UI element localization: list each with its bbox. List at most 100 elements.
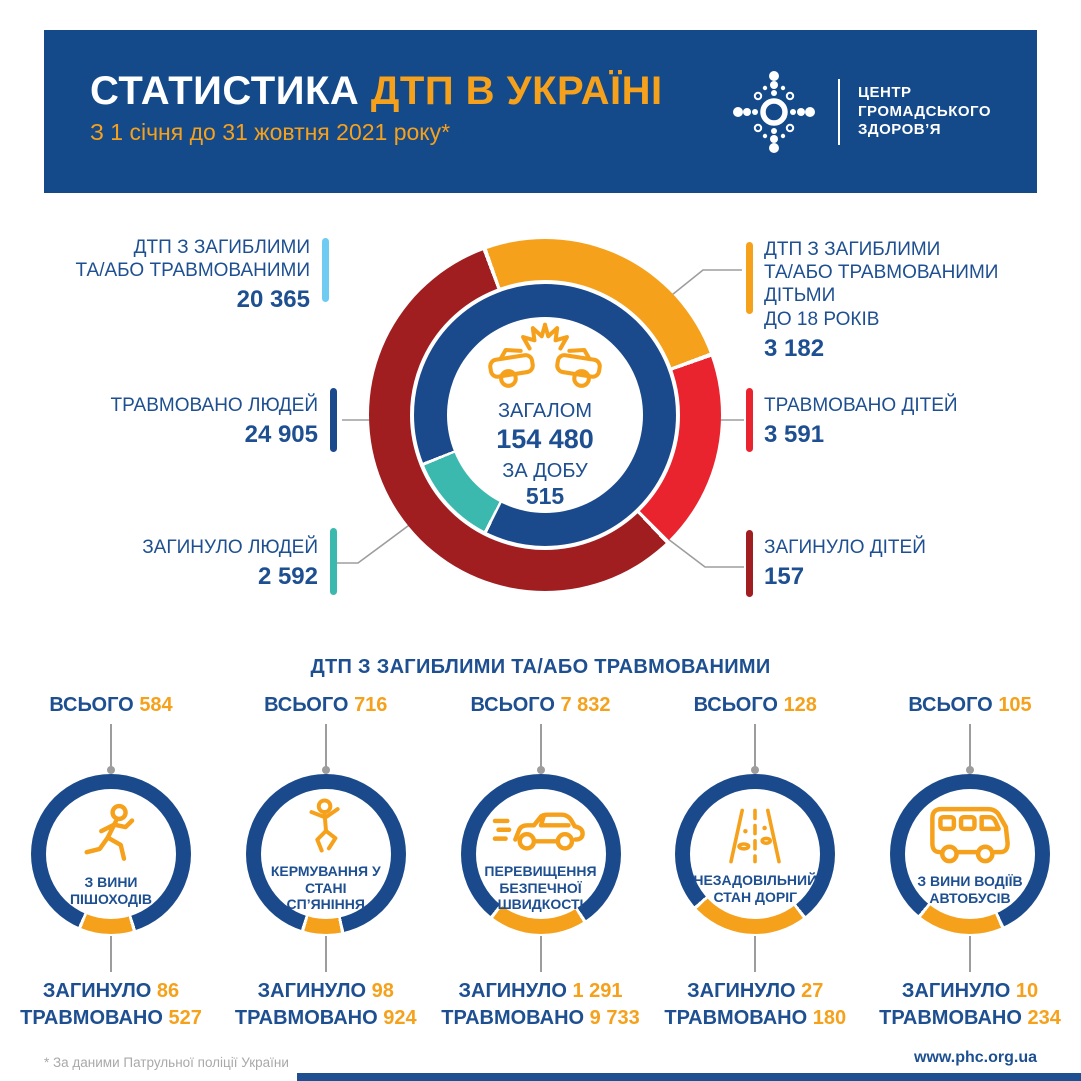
cause-label: З ВИНИ ПІШОХОДІВ <box>69 874 153 907</box>
total-line: ВСЬОГО 584 <box>49 694 173 716</box>
callout-injured-people: ТРАВМОВАНО ЛЮДЕЙ 24 905 <box>0 394 318 449</box>
bad-roads-icon <box>729 809 782 864</box>
cause-label: КЕРМУВАННЯ У СТАНІ СП’ЯНІННЯ <box>270 863 381 913</box>
tick-total-accidents <box>322 238 329 302</box>
cause-stats: ЗАГИНУЛО 86 ТРАВМОВАНО 527 <box>20 980 202 1029</box>
title-part-white: СТАТИСТИКА <box>90 69 360 113</box>
callout-killed-people: ЗАГИНУЛО ЛЮДЕЙ 2 592 <box>0 536 318 591</box>
center-total-label: ЗАГАЛОМ <box>497 400 593 422</box>
donut-center: ЗАГАЛОМ 154 480 ЗА ДОБУ 515 <box>447 317 643 513</box>
total-line: ВСЬОГО 716 <box>264 694 388 716</box>
tick-children-accidents <box>746 242 753 314</box>
title-part-orange: ДТП В УКРАЇНІ <box>370 69 663 113</box>
date-range-subtitle: З 1 січня до 31 жовтня 2021 року* <box>90 119 451 145</box>
connector-dot <box>536 766 545 774</box>
pedestrian-icon <box>84 804 135 862</box>
total-line: ВСЬОГО 7 832 <box>470 694 611 716</box>
tick-killed-children <box>746 530 753 597</box>
donut-inner-ring: ЗАГАЛОМ 154 480 ЗА ДОБУ 515 <box>410 280 680 550</box>
logo-text: ЦЕНТР ГРОМАДСЬКОГО ЗДОРОВ’Я <box>858 83 991 139</box>
callout-total-accidents: ДТП З ЗАГИБЛИМИ ТА/АБО ТРАВМОВАНИМИ 20 3… <box>0 236 310 315</box>
tick-injured-people <box>330 388 337 452</box>
killed-value: 27 <box>801 980 824 1002</box>
callout-killed-children: ЗАГИНУЛО ДІТЕЙ 157 <box>764 536 1064 591</box>
total-value: 105 <box>998 694 1032 716</box>
total-line: ВСЬОГО 128 <box>693 694 817 716</box>
callout-value: 24 905 <box>244 421 318 449</box>
cause-pedestrians: ВСЬОГО 584 З ВИНИ ПІШОХОДІВ <box>10 694 212 1032</box>
cause-ring: ПЕРЕВИЩЕННЯ БЕЗПЕЧНОЇ ШВИДКОСТІ <box>460 774 621 934</box>
callout-value: 3 182 <box>764 334 825 362</box>
cause-stats: ЗАГИНУЛО 98 ТРАВМОВАНО 924 <box>234 980 417 1029</box>
total-value: 584 <box>139 694 173 716</box>
bus-icon <box>930 807 1010 864</box>
cause-stats: ЗАГИНУЛО 1 291 ТРАВМОВАНО 9 733 <box>441 980 640 1029</box>
callout-value: 3 591 <box>764 421 825 449</box>
connector-line <box>754 936 757 972</box>
cause-stats: ЗАГИНУЛО 27 ТРАВМОВАНО 180 <box>664 980 847 1029</box>
cause-bad-roads: ВСЬОГО 128 НЕЗАДОВІЛ <box>654 694 856 1032</box>
drunk-driving-icon <box>309 798 340 853</box>
speeding-icon <box>492 812 585 851</box>
callout-value: 157 <box>764 563 805 591</box>
connector-line <box>969 936 971 972</box>
connector-line <box>107 724 115 774</box>
connector-line <box>321 724 330 774</box>
logo-divider <box>838 79 841 145</box>
cause-ring: КЕРМУВАННЯ У СТАНІ СП’ЯНІННЯ <box>245 774 406 934</box>
center-total-value: 154 480 <box>496 424 594 454</box>
center-daily-label: ЗА ДОБУ <box>502 460 588 482</box>
connector-line <box>324 936 327 972</box>
footnote: * За даними Патрульної поліції України <box>44 1055 289 1070</box>
connector-line <box>966 724 974 774</box>
killed-value: 98 <box>371 980 394 1002</box>
injured-value: 527 <box>168 1007 202 1029</box>
cause-ring: З ВИНИ ВОДІЇВ АВТОБУСІВ <box>890 774 1050 934</box>
cause-label: З ВИНИ ВОДІЇВ АВТОБУСІВ <box>917 873 1023 906</box>
website-link[interactable]: www.phc.org.ua <box>914 1049 1037 1066</box>
connector-dot <box>751 766 760 774</box>
phc-logo-icon <box>733 71 816 153</box>
callout-injured-children: ТРАВМОВАНО ДІТЕЙ 3 591 <box>764 394 1064 449</box>
cause-stats: ЗАГИНУЛО 10 ТРАВМОВАНО 234 <box>879 980 1061 1029</box>
killed-value: 86 <box>156 980 180 1002</box>
header-banner: СТАТИСТИКА ДТП В УКРАЇНІ З 1 січня до 31… <box>44 30 1037 193</box>
callout-value: 2 592 <box>257 563 318 591</box>
killed-value: 10 <box>1015 980 1039 1002</box>
cause-label: НЕЗАДОВІЛЬНИЙ СТАН ДОРІГ <box>693 872 818 905</box>
donut-section: ЗАГАЛОМ 154 480 ЗА ДОБУ 515 ДТП З ЗАГИБЛ… <box>0 220 1081 620</box>
total-line: ВСЬОГО 105 <box>908 694 1032 716</box>
bottom-accent-bar <box>297 1073 1081 1081</box>
injured-value: 9 733 <box>589 1007 640 1029</box>
connector-dot <box>321 766 330 774</box>
cause-drunk-driving: ВСЬОГО 716 КЕРМУВАННЯ У СТАНІ <box>225 694 427 1032</box>
callout-children-accidents: ДТП З ЗАГИБЛИМИ ТА/АБО ТРАВМОВАНИМИ ДІТЬ… <box>764 238 1064 363</box>
callout-value: 20 365 <box>236 286 310 314</box>
connector-line <box>536 724 545 774</box>
connector-line <box>110 936 112 972</box>
phc-logo: ЦЕНТР ГРОМАДСЬКОГО ЗДОРОВ’Я <box>724 62 991 162</box>
injured-value: 924 <box>383 1007 417 1029</box>
connector-dot <box>966 766 974 774</box>
connector-dot <box>107 766 115 774</box>
connector-line <box>751 724 760 774</box>
car-crash-icon <box>488 322 602 388</box>
cause-ring: НЕЗАДОВІЛЬНИЙ СТАН ДОРІГ <box>675 774 836 934</box>
injured-value: 180 <box>812 1007 847 1029</box>
connector-line <box>539 936 542 972</box>
killed-value: 1 291 <box>572 980 623 1002</box>
cause-speeding: ВСЬОГО 7 832 ПЕРЕВИЩЕННЯ <box>440 694 642 1032</box>
total-value: 128 <box>783 694 817 716</box>
donut-outer-ring: ЗАГАЛОМ 154 480 ЗА ДОБУ 515 <box>369 239 721 591</box>
injured-value: 234 <box>1027 1007 1061 1029</box>
center-daily-value: 515 <box>525 483 565 509</box>
page-title: СТАТИСТИКА ДТП В УКРАЇНІ <box>44 30 1037 112</box>
tick-injured-children <box>746 388 753 452</box>
total-value: 7 832 <box>560 694 611 716</box>
cause-ring: З ВИНИ ПІШОХОДІВ <box>31 774 191 934</box>
cause-bus-drivers: ВСЬОГО 105 З ВИН <box>869 694 1071 1032</box>
cause-label: ПЕРЕВИЩЕННЯ БЕЗПЕЧНОЇ ШВИДКОСТІ <box>484 863 597 913</box>
causes-row: ВСЬОГО 584 З ВИНИ ПІШОХОДІВ <box>10 694 1071 1032</box>
total-value: 716 <box>354 694 388 716</box>
